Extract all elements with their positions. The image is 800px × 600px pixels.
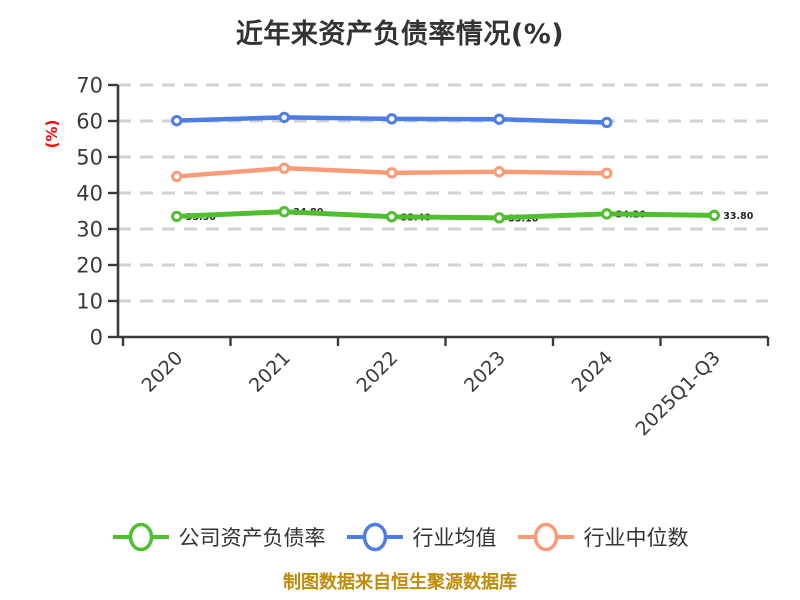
data-point xyxy=(278,206,290,218)
y-tick-label: 40 xyxy=(76,182,103,206)
y-tick-label: 60 xyxy=(76,110,103,134)
legend-label: 行业均值 xyxy=(412,526,497,550)
legend-label: 公司资产负债率 xyxy=(178,526,326,550)
data-point xyxy=(493,212,505,224)
data-source-note: 制图数据来自恒生聚源数据库 xyxy=(283,572,517,593)
data-point xyxy=(601,116,613,129)
legend-marker-icon xyxy=(346,522,403,552)
chart-legend: 公司资产负债率 行业均值 行业中位数 xyxy=(0,521,800,553)
data-point xyxy=(171,114,183,127)
x-tick-label: 2024 xyxy=(568,347,618,397)
y-axis-unit-label: (%) xyxy=(43,120,61,149)
data-point xyxy=(493,166,505,178)
legend-item-0: 公司资产负债率 xyxy=(112,521,326,553)
data-point xyxy=(278,162,290,174)
x-tick-label: 2025Q1-Q3 xyxy=(631,347,724,440)
legend-label: 行业中位数 xyxy=(583,526,689,550)
data-point xyxy=(386,167,398,179)
data-point xyxy=(708,209,720,222)
y-tick-label: 50 xyxy=(76,146,103,170)
x-tick-label: 2021 xyxy=(245,347,295,397)
series-line-0 xyxy=(174,209,717,221)
legend-item-1: 行业均值 xyxy=(346,521,497,553)
chart-title: 近年来资产负债率情况(%) xyxy=(235,19,565,50)
y-tick-label: 0 xyxy=(90,326,103,350)
data-point xyxy=(386,211,398,223)
x-tick-label: 2023 xyxy=(460,347,510,397)
x-tick-label: 2020 xyxy=(138,347,188,397)
legend-marker-icon xyxy=(112,522,169,552)
y-tick-label: 70 xyxy=(76,74,103,98)
point-value-label: 33.80 xyxy=(723,211,753,222)
data-point xyxy=(386,113,398,125)
legend-item-2: 行业中位数 xyxy=(517,521,689,553)
data-point xyxy=(601,208,613,220)
legend-marker-icon xyxy=(517,522,574,552)
data-point xyxy=(278,111,290,124)
data-point xyxy=(601,167,613,179)
data-point xyxy=(171,210,183,223)
x-tick-label: 2022 xyxy=(353,347,403,397)
data-point xyxy=(493,113,505,125)
data-point xyxy=(171,170,183,183)
y-tick-label: 10 xyxy=(76,290,103,314)
y-tick-label: 30 xyxy=(76,218,103,242)
y-tick-label: 20 xyxy=(76,254,103,278)
line-chart-plot-area: 33.50 34.80 33.40 33.10 34.20 33.800102030405… xyxy=(43,74,770,440)
